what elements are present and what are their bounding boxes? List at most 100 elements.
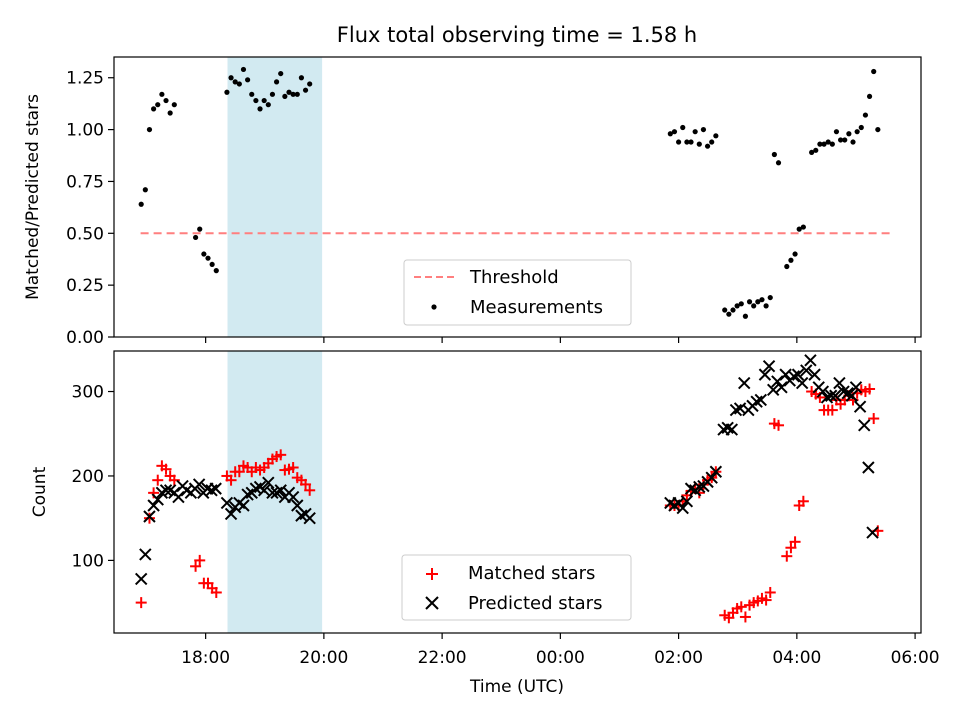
predicted-stars-point	[762, 359, 776, 373]
measurement-point	[302, 87, 309, 93]
measurement-point	[138, 201, 144, 207]
predicted-stars-point	[849, 381, 863, 394]
measurement-point	[265, 102, 271, 108]
predicted-stars-point	[680, 495, 694, 508]
predicted-stars-point	[775, 381, 788, 394]
measurement-point	[205, 255, 211, 261]
measurement-point	[282, 93, 288, 100]
predicted-stars-point	[209, 482, 222, 495]
matched-stars-point	[300, 478, 312, 490]
measurement-point	[800, 224, 806, 230]
measurement-point	[809, 149, 815, 156]
legend-predicted-swatch	[425, 596, 439, 610]
measurement-point	[163, 97, 169, 104]
measurement-point	[213, 268, 219, 274]
predicted-stars-point	[192, 478, 206, 491]
measurement-point	[700, 126, 707, 133]
predicted-stars-point	[853, 400, 867, 413]
measurement-point	[307, 81, 313, 87]
measurement-point	[726, 311, 732, 317]
y-tick-label: 0.75	[66, 172, 104, 192]
measurement-point	[837, 137, 844, 143]
measurement-point	[688, 139, 694, 145]
measurement-point	[738, 301, 744, 307]
predicted-stars-point	[709, 465, 723, 478]
measurement-point	[813, 147, 819, 153]
top-axes-frame	[113, 56, 922, 338]
measurement-point	[684, 139, 690, 145]
matched-stars-point	[225, 474, 237, 486]
measurement-point	[842, 137, 848, 143]
predicted-stars-point	[205, 484, 218, 497]
measurement-point	[788, 257, 794, 263]
matched-stars-point	[194, 554, 206, 566]
x-tick-label: 20:00	[299, 648, 348, 668]
predicted-stars-point	[837, 385, 850, 398]
matched-stars-point	[275, 449, 287, 461]
y-tick-label: 0.00	[66, 328, 104, 348]
measurement-point	[197, 226, 203, 232]
measurement-point	[704, 143, 711, 149]
legend-threshold-label: Threshold	[469, 267, 559, 288]
matched-stars-point	[160, 463, 172, 475]
observing-span-shade	[227, 57, 323, 337]
bottom-ylabel: Count	[30, 466, 50, 517]
predicted-stars-point	[705, 471, 718, 484]
matched-stars-point	[773, 419, 785, 431]
bottom-axes-frame	[113, 350, 922, 634]
predicted-stars-point	[766, 383, 780, 397]
predicted-stars-point	[800, 364, 813, 377]
matched-stars-point	[797, 495, 809, 507]
measurement-point	[155, 102, 161, 108]
measurement-point	[850, 139, 856, 145]
y-tick-label: 200	[72, 467, 104, 487]
x-tick-label: 00:00	[536, 648, 585, 668]
matched-stars-point	[233, 466, 245, 478]
measurement-point	[767, 294, 773, 301]
matched-stars-point	[868, 413, 880, 425]
predicted-stars-point	[791, 368, 805, 381]
predicted-stars-point	[845, 389, 859, 402]
predicted-stars-point	[147, 499, 160, 512]
predicted-stars-point	[224, 507, 238, 521]
measurement-point	[771, 151, 777, 158]
predicted-stars-point	[159, 484, 173, 497]
x-axis-label: Time (UTC)	[469, 677, 564, 697]
predicted-stars-point	[693, 480, 706, 494]
measurement-point	[833, 129, 840, 135]
measurement-point	[171, 102, 177, 108]
predicted-stars-point	[143, 510, 156, 523]
measurement-point	[746, 299, 753, 305]
x-tick-label: 06:00	[891, 648, 940, 668]
matched-stars-point	[735, 601, 747, 613]
measurement-point	[676, 139, 682, 145]
measurement-point	[294, 91, 300, 97]
measurement-point	[269, 91, 276, 97]
measurement-point	[159, 91, 165, 97]
measurement-point	[696, 141, 702, 147]
measurement-point	[792, 251, 798, 257]
matched-stars-point	[781, 550, 793, 562]
y-tick-label: 0.25	[66, 276, 104, 296]
y-tick-label: 1.25	[66, 69, 104, 89]
measurement-point	[709, 139, 715, 145]
measurement-point	[228, 75, 234, 81]
measurement-point	[825, 139, 831, 145]
top-legend: Threshold Measurements	[403, 259, 632, 326]
bottom-legend: Matched stars Predicted stars	[401, 554, 632, 621]
predicted-stars-point	[303, 511, 316, 525]
predicted-stars-point	[754, 393, 767, 407]
matched-stars-point	[739, 611, 751, 623]
measurement-point	[734, 303, 740, 309]
legend-matched-label: Matched stars	[468, 563, 595, 584]
measurement-point	[167, 110, 173, 116]
predicted-stars-point	[721, 421, 734, 435]
predicted-stars-point	[237, 499, 250, 512]
x-tick-label: 18:00	[181, 648, 230, 668]
measurement-point	[671, 129, 678, 135]
measurement-point	[253, 97, 259, 104]
measurement-point	[730, 307, 736, 313]
matched-stars-point	[760, 594, 772, 606]
predicted-stars-point	[787, 370, 801, 383]
